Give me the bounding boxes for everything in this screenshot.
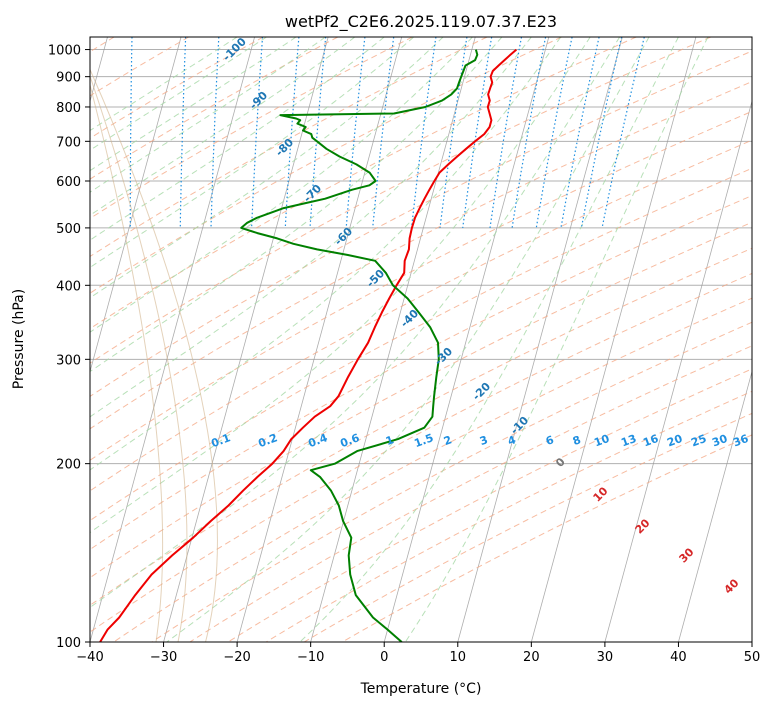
moist-adiabat-line xyxy=(166,37,650,642)
dry-adiabat-line xyxy=(90,37,711,364)
x-tick-label: −30 xyxy=(150,650,177,665)
isotherm-line xyxy=(678,370,752,642)
mixing-ratio-line xyxy=(462,37,493,228)
isotherm-line xyxy=(457,37,623,642)
axes: −40 −30 −20 −10 0 10 20 30 40 5010020030040050060… xyxy=(48,44,760,665)
mixing-ratio-label: 2 xyxy=(442,433,454,448)
mixing-ratio-label: 4 xyxy=(506,433,518,448)
mixing-ratio-line xyxy=(439,37,468,228)
mixing-ratio-label: 6 xyxy=(544,433,556,448)
x-tick-label: −20 xyxy=(223,650,250,665)
dry-adiabat-line xyxy=(90,272,752,633)
mixing-ratio-label: 36 xyxy=(731,432,750,450)
dewpoint-profile-line xyxy=(240,49,479,642)
y-tick-label: 200 xyxy=(56,458,81,473)
x-tick-label: −40 xyxy=(76,650,103,665)
dry-adiabat-line xyxy=(90,167,752,522)
moist-adiabat-line xyxy=(90,37,414,269)
temperature-profile-line xyxy=(99,48,518,642)
mixing-ratio-label: 16 xyxy=(641,432,660,450)
mixing-ratio-label: 30 xyxy=(710,432,729,450)
isotherm-line xyxy=(530,37,697,642)
y-axis-label: Pressure (hPa) xyxy=(11,289,27,389)
mixing-ratio-label: 8 xyxy=(571,433,583,448)
background-lines xyxy=(90,37,752,642)
dry-adiabat-line xyxy=(113,297,752,642)
mixing-ratio-label: 0.4 xyxy=(306,431,329,450)
x-tick-label: 50 xyxy=(744,650,761,665)
moist-adiabat-line xyxy=(90,37,532,418)
x-tick-label: 20 xyxy=(523,650,540,665)
y-tick-label: 700 xyxy=(56,135,81,150)
moist-adiabat-line xyxy=(90,37,591,534)
y-tick-label: 400 xyxy=(56,279,81,294)
mixing-ratio-label: 0.6 xyxy=(338,431,361,450)
mixing-ratio-line xyxy=(489,37,523,228)
background-curve xyxy=(90,68,218,642)
y-tick-label: 900 xyxy=(56,71,81,86)
plot-frame xyxy=(89,36,753,643)
moist-adiabat-line xyxy=(90,37,356,216)
moist-adiabat-line xyxy=(90,37,562,471)
y-tick-label: 800 xyxy=(56,101,81,116)
dry-adiabat-line xyxy=(90,221,752,579)
mixing-ratio-label: 25 xyxy=(689,432,708,449)
mixing-ratio-line xyxy=(410,37,437,228)
isotherm-line xyxy=(383,37,550,642)
dry-adiabat-line xyxy=(90,37,637,330)
mixing-ratio-line xyxy=(601,37,645,229)
isotherm-line xyxy=(163,37,329,642)
dry-adiabat-line xyxy=(90,110,752,461)
background-curve xyxy=(90,74,188,642)
mixing-ratio-label: 3 xyxy=(478,433,490,448)
isotherm-line xyxy=(604,99,752,642)
mixing-ratio-line xyxy=(535,37,573,228)
moist-adiabat-line xyxy=(90,37,473,333)
moist-adiabat-line xyxy=(90,37,444,299)
mixing-ratio-line xyxy=(560,37,600,229)
dry-adiabat-line xyxy=(151,321,752,642)
y-tick-label: 1000 xyxy=(48,44,81,59)
x-axis-label: Temperature (°C) xyxy=(360,681,482,697)
background-curve xyxy=(90,83,164,642)
chart-title: wetPf2_C2E6.2025.119.07.37.E23 xyxy=(285,12,557,32)
moist-adiabat-line xyxy=(404,37,709,642)
mixing-ratio-line xyxy=(511,37,547,228)
y-tick-label: 300 xyxy=(56,353,81,368)
x-tick-label: −10 xyxy=(297,650,324,665)
mixing-ratio-label: 10 xyxy=(592,432,611,450)
x-tick-label: 30 xyxy=(597,650,614,665)
moist-adiabat-line xyxy=(90,37,297,172)
isotherm-line xyxy=(90,37,255,642)
mixing-ratio-line xyxy=(372,37,395,228)
moist-adiabat-line xyxy=(299,37,679,642)
mixing-ratio-line xyxy=(580,37,623,229)
mixing-ratio-label: 1 xyxy=(384,433,396,448)
isotherm-line xyxy=(90,37,182,374)
mixing-ratio-label: 0.2 xyxy=(256,431,279,450)
dry-adiabat-line xyxy=(90,139,752,492)
y-tick-label: 600 xyxy=(56,175,81,190)
x-tick-label: 40 xyxy=(670,650,687,665)
dry-adiabat-line xyxy=(90,195,752,551)
x-tick-label: 10 xyxy=(450,650,467,665)
isotherm-line xyxy=(236,37,403,642)
sounding-profiles xyxy=(99,48,518,642)
mixing-ratio-label: 13 xyxy=(619,432,638,449)
y-tick-label: 500 xyxy=(56,222,81,237)
moist-adiabat-line xyxy=(90,37,621,609)
y-tick-label: 100 xyxy=(56,636,81,651)
mixing-ratio-label: 0.1 xyxy=(209,431,232,450)
dry-adiabat-line xyxy=(90,37,413,220)
x-tick-label: 0 xyxy=(380,650,388,665)
mixing-ratio-label: 1.5 xyxy=(412,431,435,450)
mixing-ratio-label: 20 xyxy=(665,432,684,450)
